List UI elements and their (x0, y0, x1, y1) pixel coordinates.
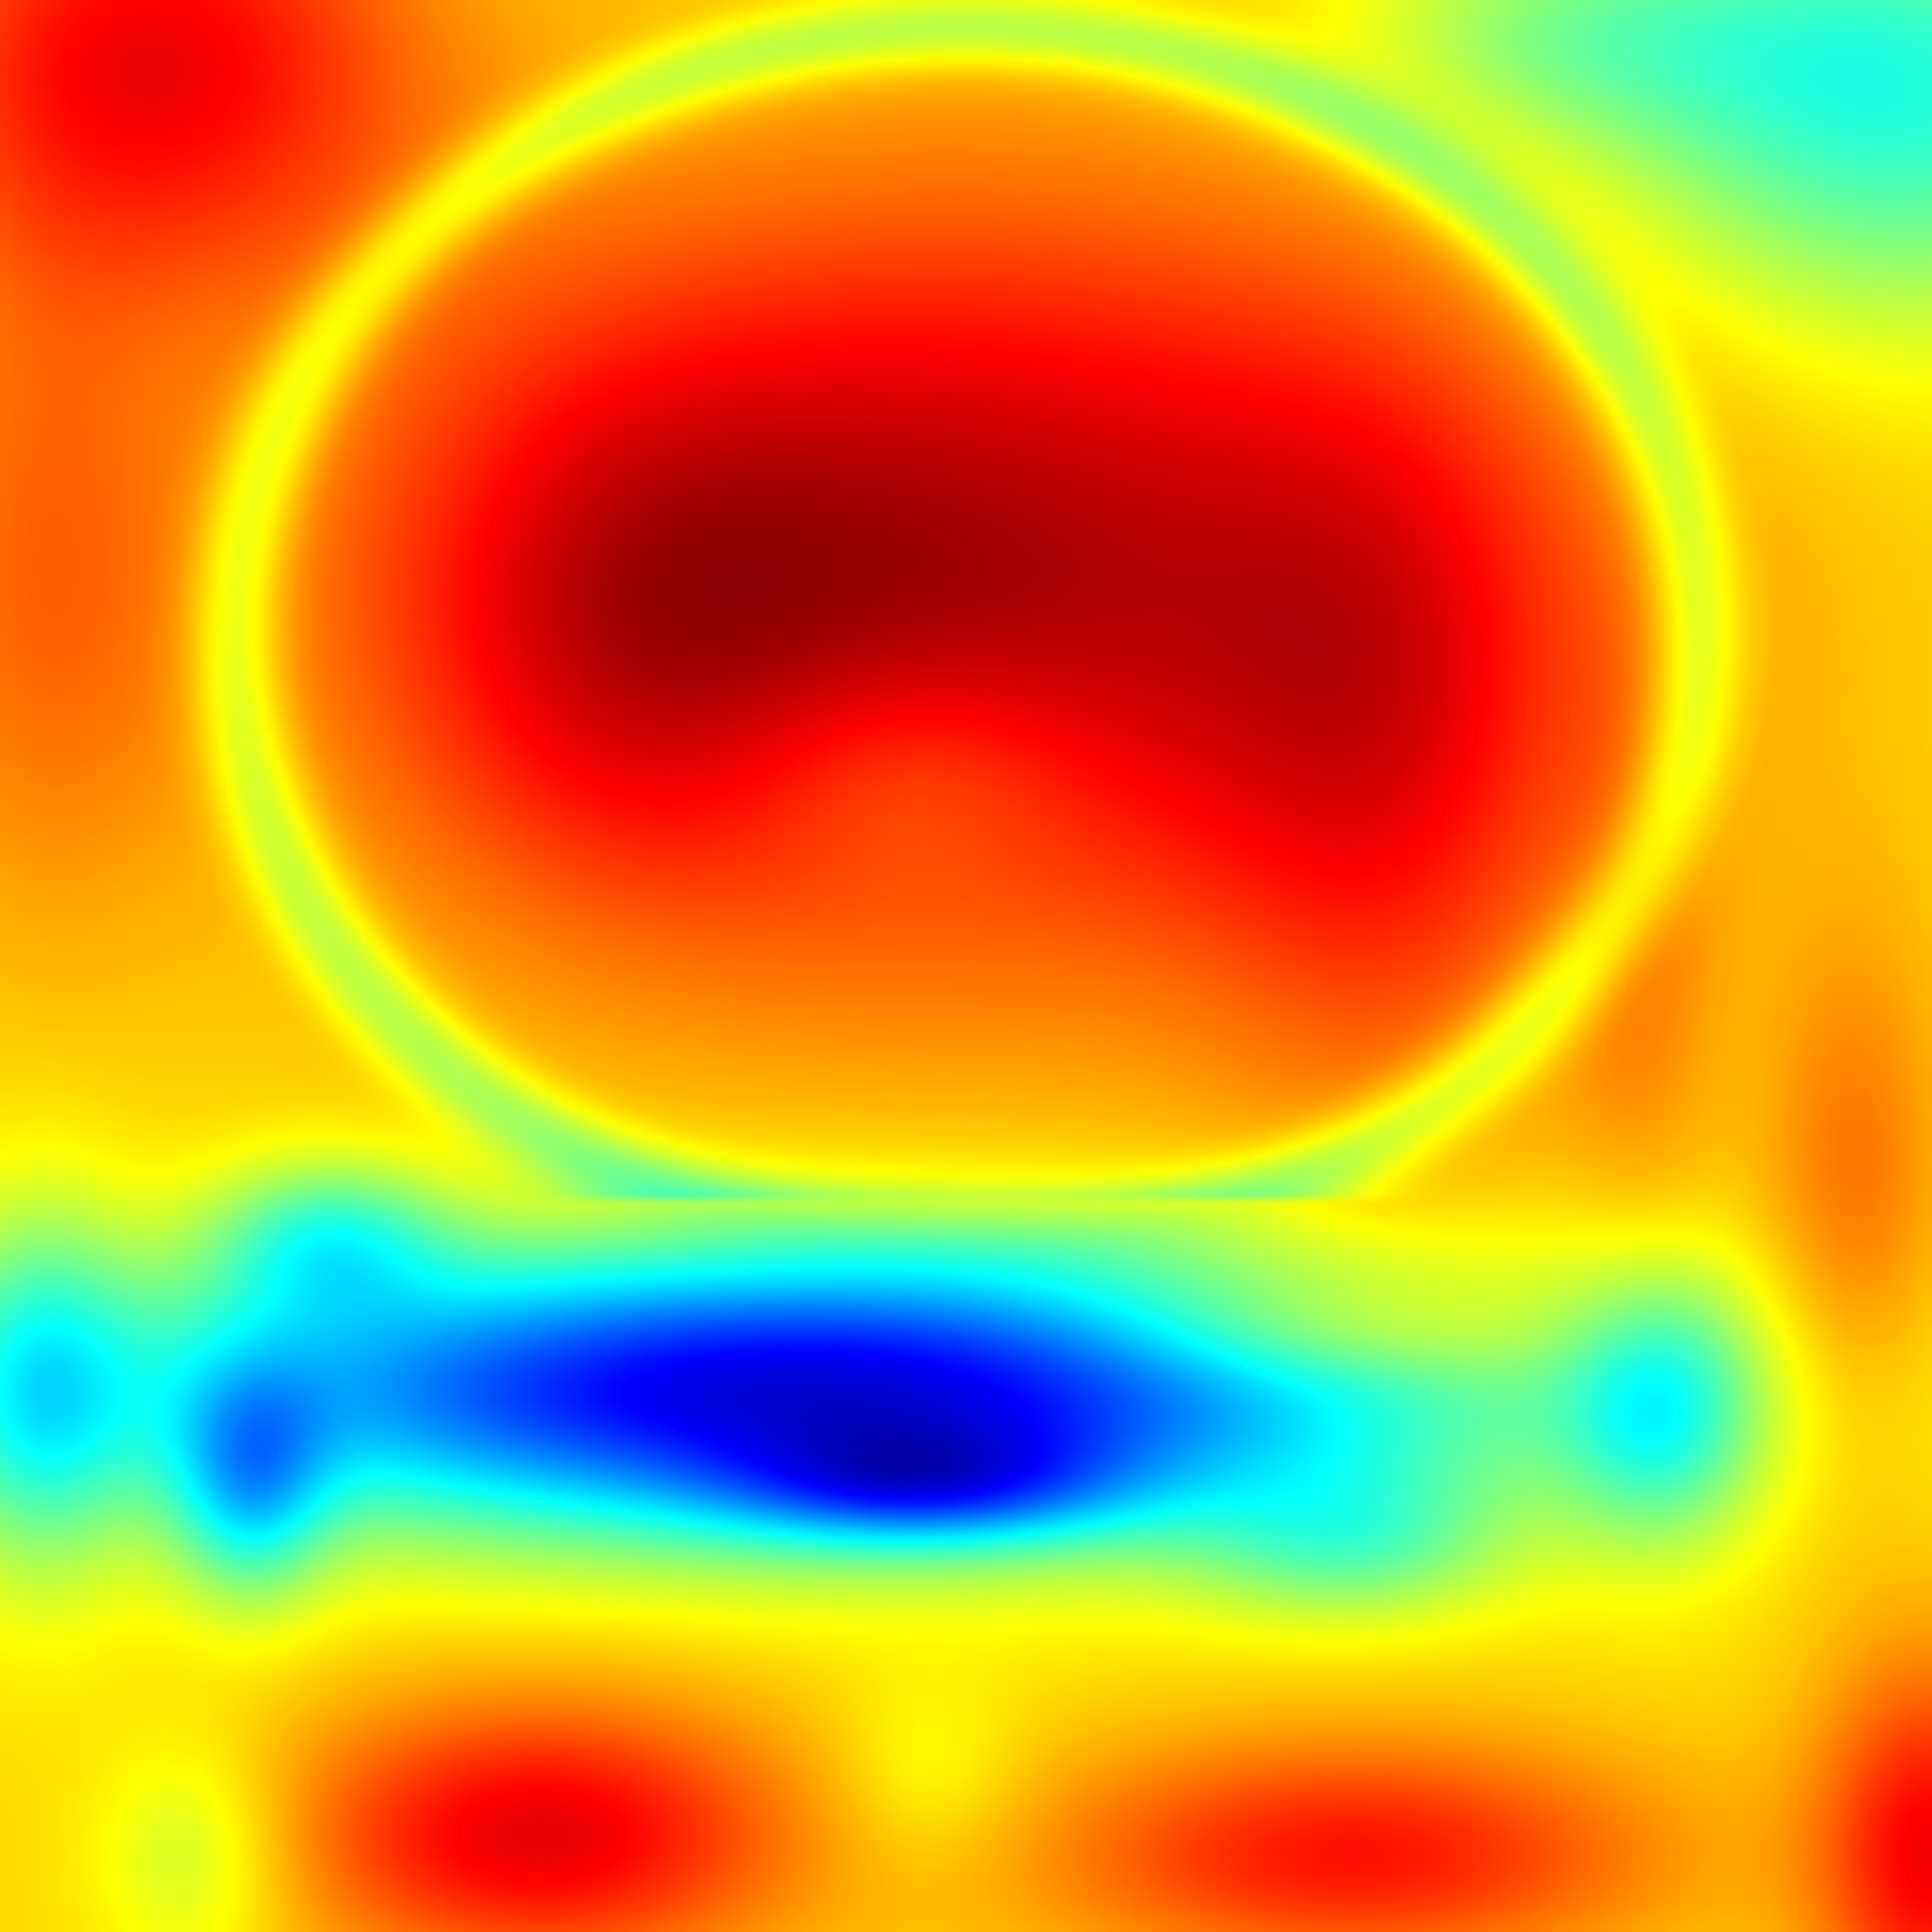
attention-heatmap (0, 0, 1932, 1932)
